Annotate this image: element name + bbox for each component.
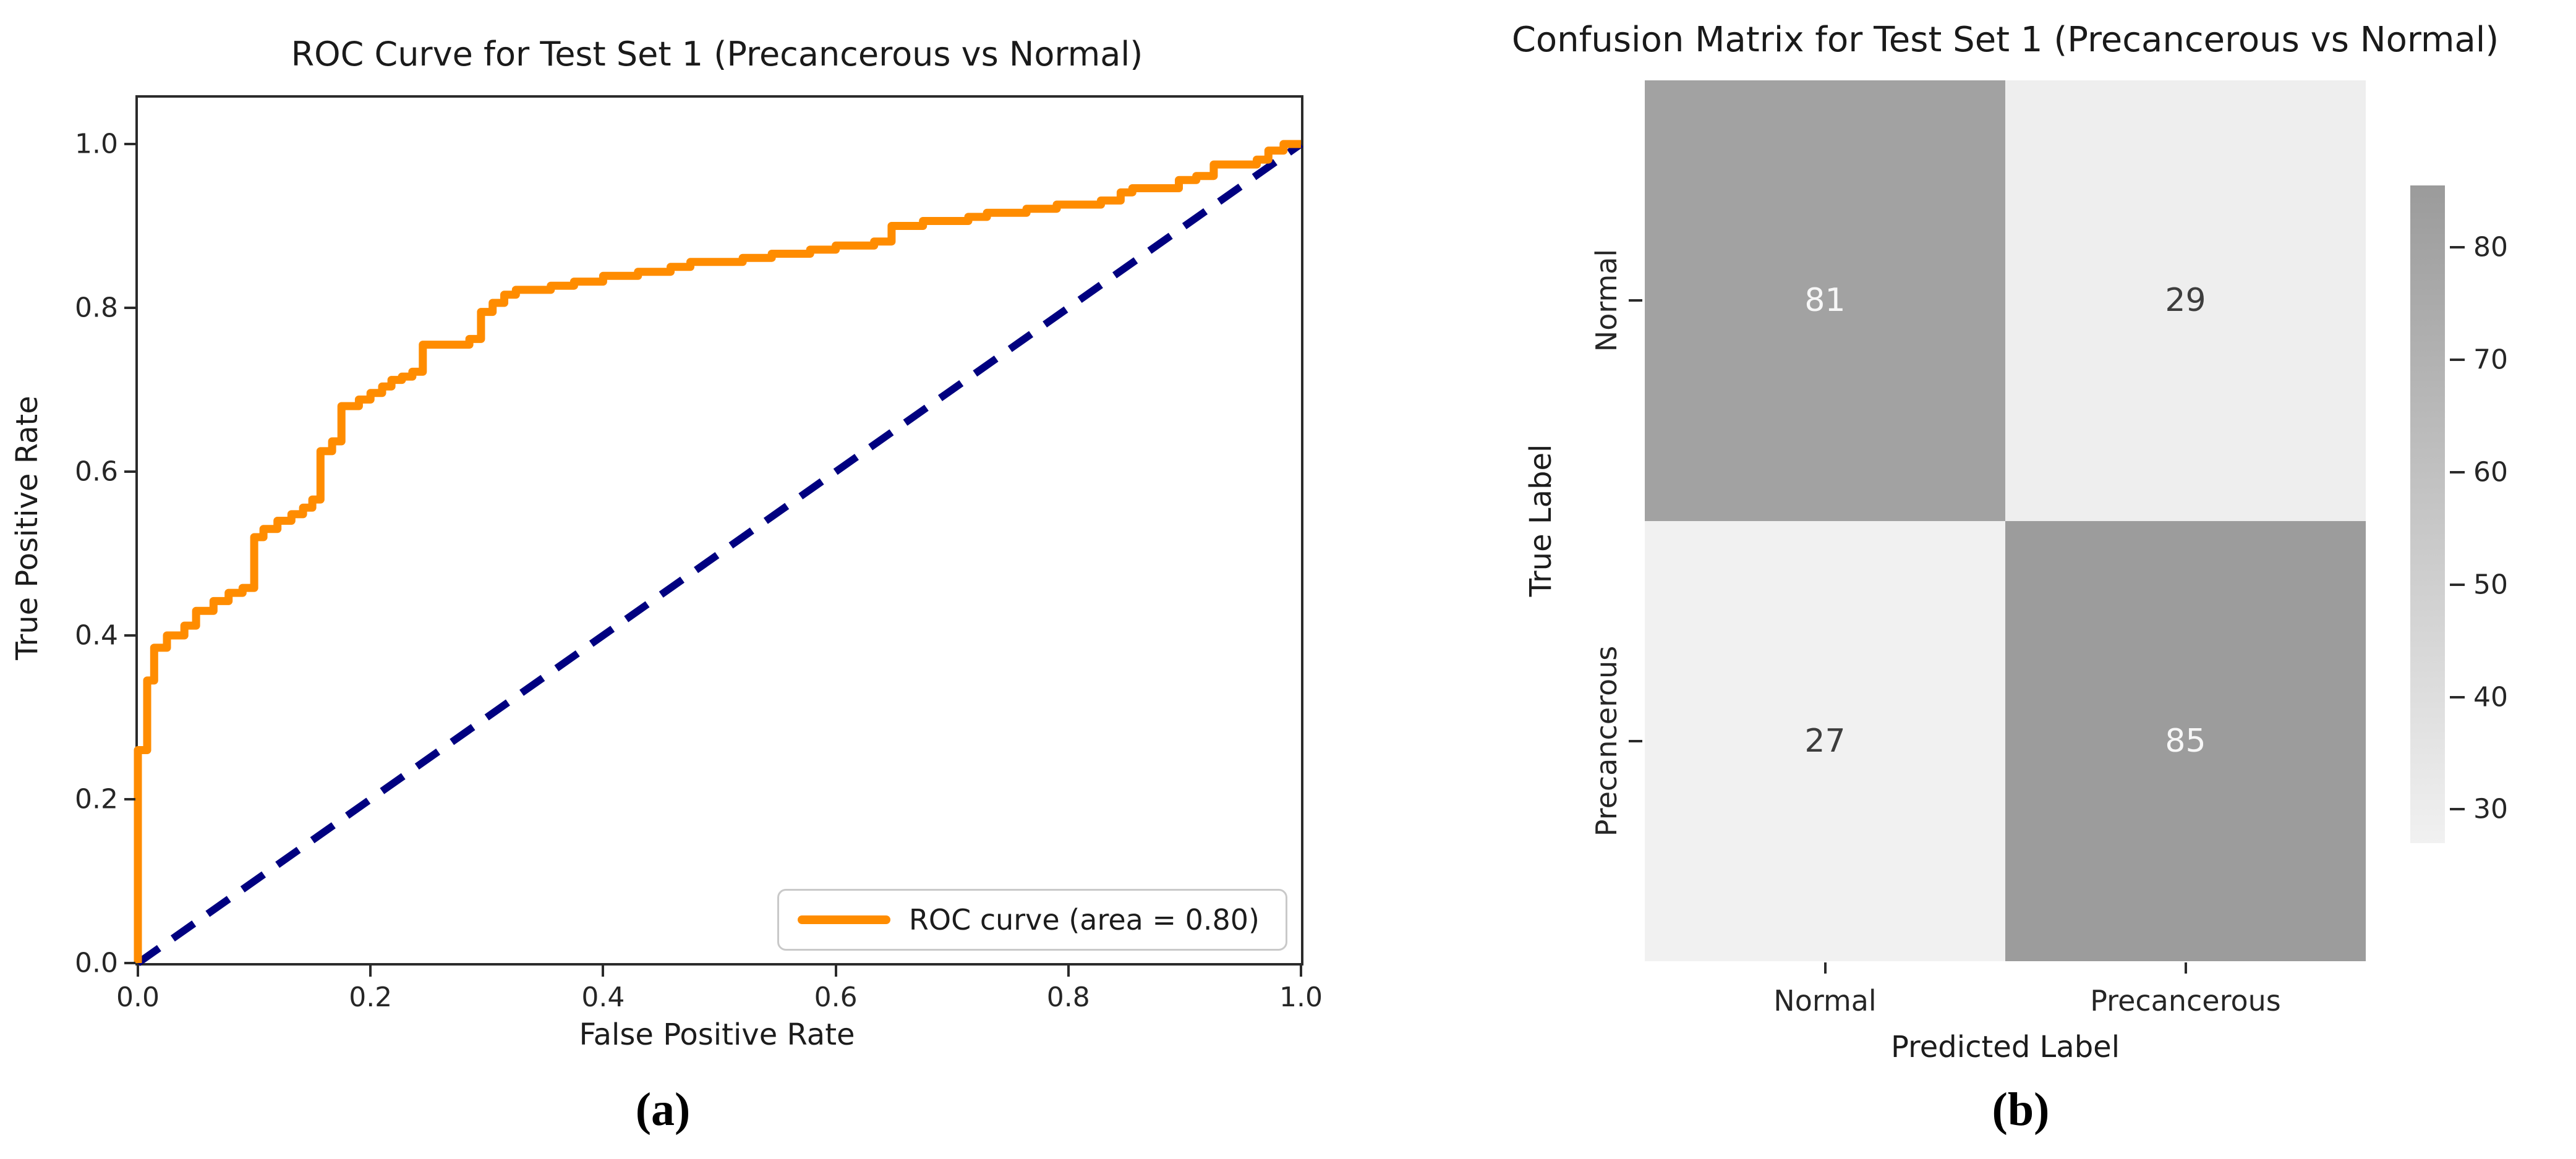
roc-x-axis-label: False Positive Rate — [579, 1017, 855, 1052]
roc-y-tick-label: 1.0 — [75, 128, 118, 160]
roc-y-tick-mark — [124, 470, 135, 473]
subfigure-caption-a: (a) — [635, 1084, 691, 1136]
colorbar-tick-mark — [2450, 470, 2465, 473]
roc-y-tick-label: 0.4 — [75, 619, 118, 652]
roc-y-tick-mark — [124, 798, 135, 800]
confusion-matrix-title: Confusion Matrix for Test Set 1 (Precanc… — [1511, 20, 2499, 60]
roc-x-tick-label: 1.0 — [1279, 982, 1323, 1013]
row-label-precancerous: Precancerous — [1590, 645, 1623, 837]
subfigure-caption-b: (b) — [1992, 1084, 2050, 1136]
col-label-normal: Normal — [1773, 984, 1877, 1017]
roc-chart-title: ROC Curve for Test Set 1 (Precancerous v… — [291, 35, 1143, 74]
roc-x-tick-mark — [1300, 966, 1302, 977]
row-label-normal: Normal — [1590, 249, 1623, 352]
colorbar — [2410, 185, 2445, 843]
roc-plot-area: ROC curve (area = 0.80) 0.0 0.2 0.4 0.6 0.8 1… — [75, 95, 1323, 1013]
colorbar-tick-mark — [2450, 583, 2465, 586]
colorbar-tick-label: 70 — [2473, 344, 2508, 376]
row-tick-mark — [1629, 739, 1642, 742]
roc-y-tick-label: 0.0 — [75, 947, 118, 979]
roc-y-tick-mark — [124, 634, 135, 637]
col-tick-mark — [1823, 962, 1827, 974]
roc-x-tick-label: 0.2 — [349, 982, 393, 1013]
roc-x-tick-mark — [369, 966, 372, 977]
confusion-matrix-y-axis-label: True Label — [1524, 444, 1558, 597]
roc-x-tick-mark — [602, 966, 605, 977]
roc-x-tick-label: 0.6 — [814, 982, 858, 1013]
roc-legend-swatch — [797, 915, 890, 924]
roc-y-tick-label: 0.6 — [75, 456, 118, 488]
colorbar-tick-mark — [2450, 695, 2465, 698]
colorbar-tick-label: 40 — [2473, 681, 2508, 713]
chance-diagonal-line — [135, 141, 1303, 966]
colorbar-tick-label: 60 — [2473, 456, 2508, 488]
roc-x-tick-label: 0.8 — [1046, 982, 1090, 1013]
roc-x-tick-mark — [834, 966, 837, 977]
roc-legend-label: ROC curve (area = 0.80) — [908, 903, 1260, 936]
confusion-matrix-x-axis-label: Predicted Label — [1890, 1030, 2120, 1064]
colorbar-tick-label: 30 — [2473, 793, 2508, 825]
roc-x-tick-mark — [137, 966, 139, 977]
roc-x-tick-label: 0.4 — [581, 982, 625, 1013]
confusion-cell-normal-precancerous: 29 — [2005, 80, 2366, 521]
confusion-cell-precancerous-normal: 27 — [1645, 520, 2005, 961]
roc-y-tick-mark — [124, 962, 135, 964]
row-tick-mark — [1629, 299, 1642, 302]
colorbar-tick-mark — [2450, 246, 2465, 249]
roc-legend: ROC curve (area = 0.80) — [777, 889, 1287, 951]
colorbar-tick-label: 50 — [2473, 569, 2508, 601]
roc-y-tick-mark — [124, 307, 135, 309]
col-label-precancerous: Precancerous — [2090, 984, 2281, 1017]
colorbar-tick-mark — [2450, 358, 2465, 361]
roc-y-tick-mark — [124, 143, 135, 145]
roc-x-tick-mark — [1067, 966, 1070, 977]
roc-x-tick-label: 0.0 — [116, 982, 160, 1013]
roc-curve-line — [134, 140, 1301, 963]
roc-y-tick-label: 0.2 — [75, 783, 118, 815]
col-tick-mark — [2184, 962, 2187, 974]
roc-y-axis-label: True Positive Rate — [10, 396, 45, 660]
colorbar-tick-label: 80 — [2473, 231, 2508, 263]
confusion-matrix-grid: 81 29 27 85 — [1645, 80, 2366, 961]
confusion-cell-normal-normal: 81 — [1645, 80, 2005, 521]
roc-chart-svg — [134, 140, 1303, 966]
roc-y-tick-label: 0.8 — [75, 292, 118, 324]
confusion-cell-precancerous-precancerous: 85 — [2005, 520, 2366, 961]
colorbar-tick-mark — [2450, 808, 2465, 811]
